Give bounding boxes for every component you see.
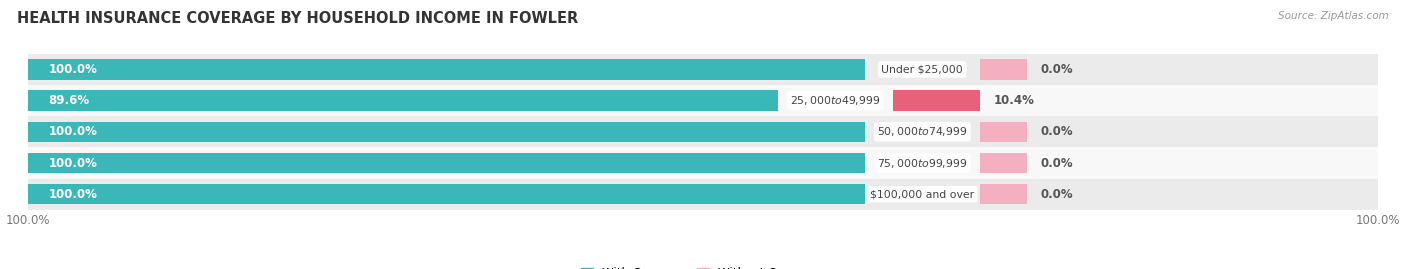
Bar	[28, 54, 1378, 85]
Text: 10.4%: 10.4%	[993, 94, 1033, 107]
Text: Under $25,000: Under $25,000	[882, 64, 963, 75]
Text: 0.0%: 0.0%	[1040, 125, 1073, 138]
Text: $100,000 and over: $100,000 and over	[870, 189, 974, 199]
Text: $75,000 to $99,999: $75,000 to $99,999	[877, 157, 967, 169]
Bar	[28, 153, 865, 173]
Bar	[28, 59, 865, 80]
Text: 0.0%: 0.0%	[1040, 63, 1073, 76]
Text: 89.6%: 89.6%	[48, 94, 90, 107]
Text: $25,000 to $49,999: $25,000 to $49,999	[790, 94, 880, 107]
Text: $50,000 to $74,999: $50,000 to $74,999	[877, 125, 967, 138]
Bar	[28, 184, 865, 204]
Text: HEALTH INSURANCE COVERAGE BY HOUSEHOLD INCOME IN FOWLER: HEALTH INSURANCE COVERAGE BY HOUSEHOLD I…	[17, 11, 578, 26]
Text: 100.0%: 100.0%	[48, 63, 97, 76]
Text: 100.0%: 100.0%	[48, 125, 97, 138]
Bar	[28, 116, 1378, 147]
Bar	[28, 147, 1378, 179]
Bar	[28, 179, 1378, 210]
Text: Source: ZipAtlas.com: Source: ZipAtlas.com	[1278, 11, 1389, 21]
Bar	[28, 85, 1378, 116]
Bar	[980, 153, 1026, 173]
Text: 100.0%: 100.0%	[48, 157, 97, 169]
Text: 0.0%: 0.0%	[1040, 157, 1073, 169]
Text: 0.0%: 0.0%	[1040, 188, 1073, 201]
Bar	[980, 122, 1026, 142]
Bar	[28, 90, 778, 111]
Bar	[980, 59, 1026, 80]
Bar	[980, 184, 1026, 204]
Text: 100.0%: 100.0%	[48, 188, 97, 201]
Legend: With Coverage, Without Coverage: With Coverage, Without Coverage	[576, 263, 830, 269]
Bar	[28, 122, 865, 142]
Bar	[893, 90, 980, 111]
